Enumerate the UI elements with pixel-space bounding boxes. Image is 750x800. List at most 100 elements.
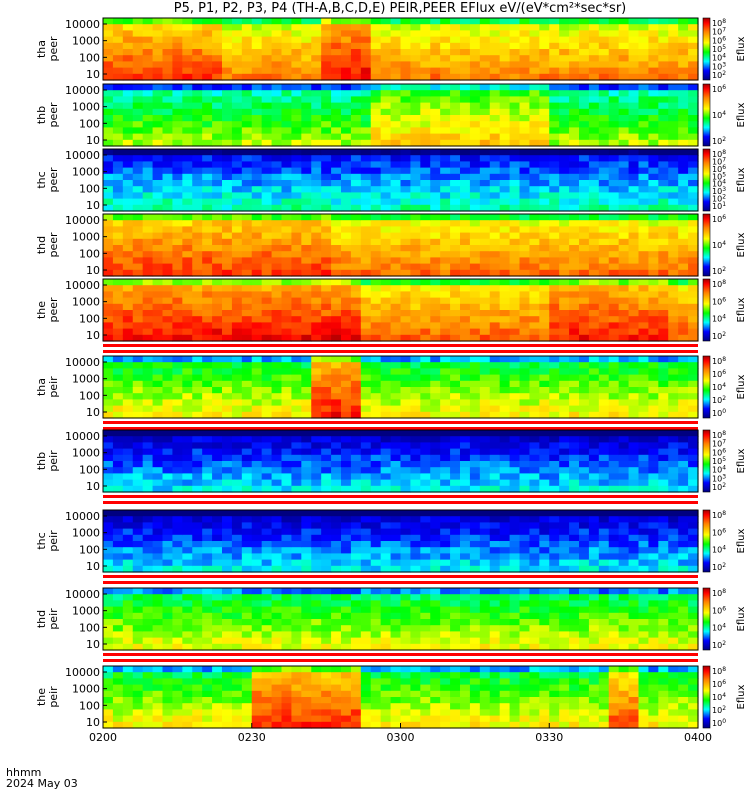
heatmap-cell: [559, 220, 570, 227]
heatmap-cell: [182, 510, 193, 517]
heatmap-cell: [182, 553, 193, 561]
heatmap-cell: [668, 133, 679, 141]
heatmap-cell: [162, 522, 174, 530]
heatmap-cell: [450, 362, 461, 369]
heatmap-cell: [688, 139, 699, 147]
heatmap-cell: [628, 547, 640, 554]
heatmap-cell: [549, 442, 560, 450]
heatmap-cell: [231, 285, 243, 292]
heatmap-cell: [668, 67, 679, 75]
heatmap-cell: [341, 67, 352, 75]
heatmap-cell: [529, 285, 540, 292]
heatmap-cell: [341, 214, 352, 221]
heatmap-cell: [598, 186, 610, 193]
heatmap-cell: [172, 405, 183, 413]
colorbar-tick-label: 104: [712, 314, 726, 324]
heatmap-cell: [678, 510, 689, 517]
colorbar-tick-label: 104: [712, 53, 726, 63]
heatmap-cell: [410, 192, 421, 200]
heatmap-cell: [390, 139, 402, 147]
heatmap-cell: [291, 279, 302, 286]
heatmap-cell: [192, 214, 203, 221]
heatmap-cell: [519, 393, 531, 400]
heatmap-cell: [648, 448, 659, 456]
heatmap-cell: [668, 291, 679, 299]
heatmap-cell: [122, 127, 134, 135]
heatmap-cell: [688, 161, 699, 169]
heatmap-cell: [529, 448, 540, 456]
heatmap-cell: [251, 547, 263, 554]
heatmap-cell: [529, 257, 540, 265]
heatmap-cell: [509, 430, 521, 437]
heatmap-cell: [390, 291, 402, 299]
heatmap-cell: [430, 380, 441, 388]
heatmap-cell: [380, 559, 392, 567]
heatmap-cell: [350, 161, 362, 169]
colorbar: [702, 83, 711, 147]
heatmap-cell: [658, 139, 669, 147]
heatmap-cell: [311, 61, 322, 69]
heatmap-cell: [360, 73, 372, 81]
heatmap-cell: [489, 198, 501, 206]
heatmap-cell: [440, 448, 451, 456]
heatmap-cell: [142, 430, 154, 437]
heatmap-cell: [460, 127, 471, 135]
heatmap-cell: [152, 18, 164, 25]
heatmap-cell: [440, 553, 451, 561]
heatmap-cell: [430, 263, 441, 271]
heatmap-cell: [261, 161, 273, 169]
heatmap-cell: [212, 257, 223, 265]
heatmap-cell: [688, 448, 699, 456]
heatmap-cell: [638, 251, 650, 258]
heatmap-cell: [420, 322, 431, 330]
heatmap-cell: [420, 55, 431, 62]
heatmap-cell: [162, 565, 174, 573]
heatmap-cell: [678, 180, 689, 187]
heatmap-cell: [132, 461, 144, 468]
heatmap-cell: [212, 541, 223, 548]
heatmap-cell: [311, 42, 322, 50]
heatmap-cell: [450, 102, 461, 110]
heatmap-cell: [350, 461, 362, 468]
heatmap-cell: [668, 541, 679, 548]
heatmap-cell: [341, 461, 352, 468]
heatmap-cell: [499, 204, 511, 212]
heatmap-cell: [192, 411, 203, 419]
heatmap-cell: [331, 149, 342, 156]
heatmap-cell: [430, 310, 441, 317]
heatmap-cell: [688, 204, 699, 212]
heatmap-cell: [688, 245, 699, 252]
heatmap-cell: [519, 173, 531, 181]
heatmap-cell: [618, 393, 630, 400]
heatmap-cell: [588, 238, 600, 246]
heatmap-cell: [410, 316, 421, 323]
heatmap-cell: [390, 436, 402, 443]
heatmap-cell: [638, 238, 650, 246]
heatmap-cell: [569, 430, 580, 437]
heatmap-cell: [569, 90, 580, 97]
heatmap-cell: [598, 565, 610, 573]
heatmap-cell: [192, 399, 203, 407]
heatmap-cell: [331, 387, 342, 394]
heatmap-cell: [162, 461, 174, 468]
heatmap-cell: [380, 127, 392, 135]
heatmap-cell: [529, 442, 540, 450]
heatmap-cell: [489, 214, 501, 221]
heatmap-cell: [142, 90, 154, 97]
heatmap-cell: [202, 479, 213, 487]
heatmap-cell: [241, 127, 253, 135]
heatmap-cell: [331, 467, 342, 474]
heatmap-cell: [608, 297, 620, 305]
heatmap-cell: [251, 155, 263, 162]
heatmap-cell: [172, 42, 183, 50]
heatmap-cell: [142, 553, 154, 561]
heatmap-cell: [152, 368, 164, 376]
heatmap-cell: [380, 263, 392, 271]
heatmap-cell: [222, 55, 233, 62]
colorbar-label: Eflux: [736, 36, 747, 61]
heatmap-cell: [489, 322, 501, 330]
heatmap-cell: [440, 198, 451, 206]
heatmap-cell: [598, 42, 610, 50]
heatmap-cell: [182, 442, 193, 450]
heatmap-cell: [469, 73, 481, 81]
